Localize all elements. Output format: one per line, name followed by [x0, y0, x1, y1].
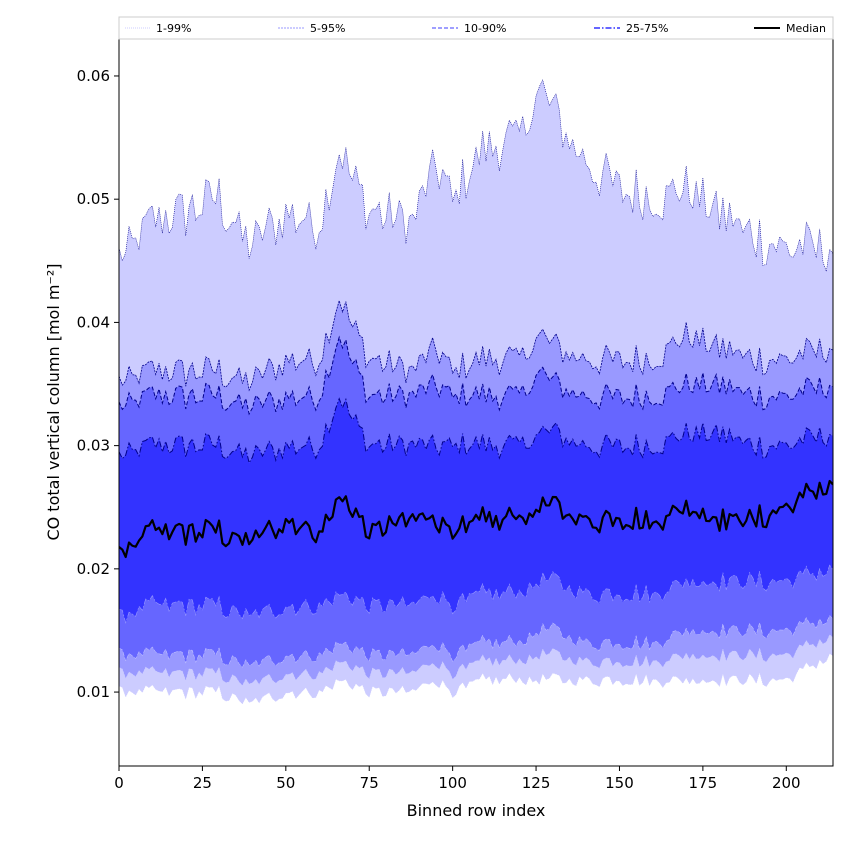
y-tick-label: 0.01 — [77, 683, 110, 701]
edge-p1 — [119, 653, 833, 705]
y-tick-label: 0.02 — [77, 560, 110, 578]
x-tick-label: 75 — [360, 774, 379, 792]
percentile-edges — [119, 79, 833, 705]
y-tick-label: 0.06 — [77, 67, 110, 85]
legend: 1-99% 5-95% 10-90% 25-75% Median — [118, 16, 834, 40]
x-axis-label: Binned row index — [407, 801, 546, 820]
y-tick-label: 0.04 — [77, 313, 110, 331]
x-tick-label: 0 — [114, 774, 124, 792]
legend-label-median: Median — [786, 22, 826, 35]
y-tick-label: 0.05 — [77, 190, 110, 208]
y-tick-label: 0.03 — [77, 437, 110, 455]
edge-p95 — [119, 299, 833, 392]
x-tick-label: 200 — [772, 774, 801, 792]
edge-p5 — [119, 634, 833, 686]
legend-label-5-95: 5-95% — [310, 22, 345, 35]
x-tick-label: 125 — [522, 774, 551, 792]
edge-p90 — [119, 335, 833, 416]
y-axis-label: CO total vertical column [mol m⁻²] — [44, 263, 63, 540]
edge-p75 — [119, 397, 833, 465]
x-tick-label: 100 — [438, 774, 467, 792]
x-tick-label: 175 — [689, 774, 718, 792]
band-25-75 — [119, 398, 833, 623]
x-axis-ticks: 0 25 50 75 100 125 150 175 200 — [114, 766, 801, 792]
legend-box — [118, 16, 834, 40]
median-layer — [119, 479, 833, 559]
x-tick-label: 50 — [276, 774, 295, 792]
legend-label-1-99: 1-99% — [156, 22, 191, 35]
legend-label-10-90: 10-90% — [464, 22, 506, 35]
x-tick-label: 25 — [193, 774, 212, 792]
legend-label-25-75: 25-75% — [626, 22, 668, 35]
edge-p25 — [119, 564, 833, 624]
median-line — [119, 479, 833, 559]
y-axis-ticks: 0.01 0.02 0.03 0.04 0.05 0.06 — [77, 67, 119, 701]
x-tick-label: 150 — [605, 774, 634, 792]
edge-p99 — [119, 79, 833, 272]
percentile-bands — [119, 80, 833, 704]
